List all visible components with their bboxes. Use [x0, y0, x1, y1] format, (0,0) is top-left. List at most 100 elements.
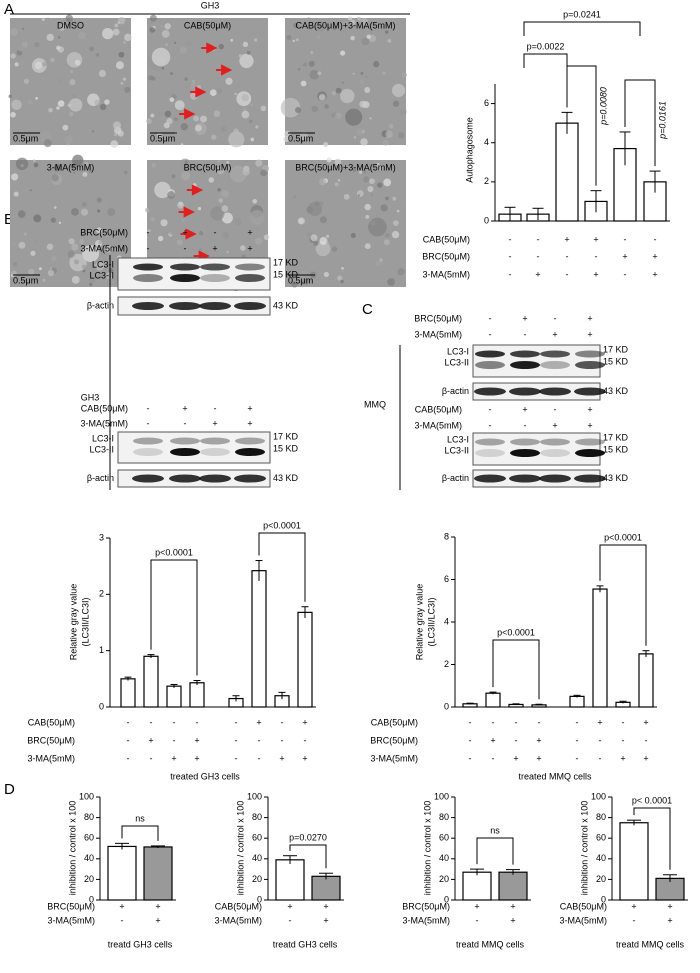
- em-texture: [117, 130, 124, 137]
- em-texture: [397, 268, 405, 276]
- band-lc3-ii: [475, 361, 505, 369]
- em-texture: [34, 61, 43, 70]
- y-tick-label: 8: [444, 531, 449, 541]
- em-texture: [401, 72, 407, 78]
- em-texture: [46, 33, 54, 42]
- em-texture: [331, 246, 338, 252]
- em-texture: [340, 266, 344, 270]
- condition-sign: -: [173, 735, 176, 745]
- em-texture: [209, 89, 217, 97]
- bar: [189, 682, 205, 708]
- em-texture: [283, 135, 290, 142]
- band-actin: [474, 387, 506, 396]
- condition-sign: -: [622, 717, 625, 727]
- condition-sign: +: [490, 735, 495, 745]
- em-texture: [58, 221, 62, 224]
- y-axis-label: Relative gray value: [414, 584, 424, 661]
- treatment-sign: -: [489, 404, 492, 414]
- cell-label: GH3: [81, 392, 100, 402]
- y-axis-label: inhibition / control x 100: [579, 801, 589, 896]
- em-texture: [167, 191, 176, 199]
- em-texture: [23, 78, 30, 84]
- y-tick-label: 6: [484, 98, 489, 108]
- condition-sign: -: [645, 735, 648, 745]
- em-texture: [98, 240, 102, 245]
- condition-sign: -: [595, 251, 598, 261]
- em-texture: [69, 112, 74, 117]
- em-arrow: [201, 42, 218, 54]
- em-texture: [94, 99, 101, 106]
- em-texture: [318, 201, 324, 207]
- em-texture: [241, 110, 250, 119]
- em-texture: [184, 160, 188, 164]
- significance-bracket: [633, 807, 671, 870]
- em-texture: [29, 189, 32, 192]
- em-texture: [379, 258, 383, 262]
- band-lc3-i: [170, 437, 200, 445]
- band-actin: [199, 302, 231, 310]
- y-tick-label: 1: [99, 645, 104, 655]
- em-texture: [54, 206, 57, 209]
- significance-bracket: [476, 837, 514, 865]
- em-texture: [176, 221, 180, 225]
- em-texture: [217, 159, 221, 163]
- condition-sign: -: [633, 915, 636, 925]
- em-texture: [181, 218, 186, 223]
- bar: [555, 122, 579, 222]
- significance-label: p<0.0001: [604, 532, 642, 542]
- em-texture: [399, 204, 403, 208]
- em-texture: [151, 47, 171, 67]
- band-label: LC3-I: [92, 433, 114, 443]
- y-axis-label: (LC3II/LC3I): [80, 597, 90, 646]
- em-texture: [33, 239, 37, 243]
- em-texture: [234, 92, 238, 96]
- em-texture: [82, 171, 88, 177]
- em-texture: [17, 210, 26, 218]
- condition-label: CAB(50μM): [28, 717, 75, 727]
- y-tick-label: 20: [84, 874, 94, 884]
- em-texture: [47, 269, 55, 277]
- band-label: LC3-II: [444, 445, 469, 455]
- band-lc3-i: [475, 438, 505, 446]
- treatment-sign: +: [212, 243, 217, 253]
- em-texture: [93, 264, 97, 268]
- condition-sign: -: [281, 717, 284, 727]
- condition-sign: -: [566, 251, 569, 261]
- treatment-sign: -: [147, 403, 150, 413]
- em-arrow: [179, 108, 196, 120]
- em-texture: [385, 30, 389, 34]
- em-texture: [324, 104, 329, 109]
- condition-label: CAB(50μM): [371, 717, 418, 727]
- em-texture: [323, 141, 329, 148]
- treatment-sign: -: [184, 243, 187, 253]
- band-lc3-i: [170, 263, 200, 271]
- bar: [120, 678, 136, 708]
- em-texture: [124, 170, 128, 175]
- em-texture: [180, 123, 188, 131]
- treatment-sign: -: [147, 243, 150, 253]
- em-texture: [364, 87, 371, 93]
- em-texture: [95, 261, 105, 271]
- y-tick-label: 60: [439, 833, 449, 843]
- em-texture: [48, 107, 53, 113]
- em-texture: [151, 162, 157, 168]
- x-axis-label: treatd GH3 cells: [273, 939, 338, 949]
- condition-sign: +: [171, 753, 176, 763]
- size-label: 43 KD: [273, 300, 299, 310]
- significance-bracket: [599, 544, 647, 646]
- em-texture: [284, 130, 291, 138]
- band-actin: [539, 387, 571, 396]
- em-texture: [171, 174, 176, 179]
- y-tick-label: 40: [84, 853, 94, 863]
- em-texture: [208, 177, 215, 183]
- band-lc3-ii: [510, 449, 540, 457]
- em-texture: [376, 164, 383, 172]
- condition-label: 3-MA(5mM): [28, 753, 76, 763]
- significance-label: p=0.0270: [289, 832, 327, 842]
- y-tick-label: 80: [84, 812, 94, 822]
- em-texture: [367, 185, 374, 193]
- treatment-sign: -: [147, 418, 150, 428]
- band-actin: [234, 302, 266, 310]
- em-texture: [385, 233, 390, 238]
- band-lc3-ii: [200, 448, 230, 456]
